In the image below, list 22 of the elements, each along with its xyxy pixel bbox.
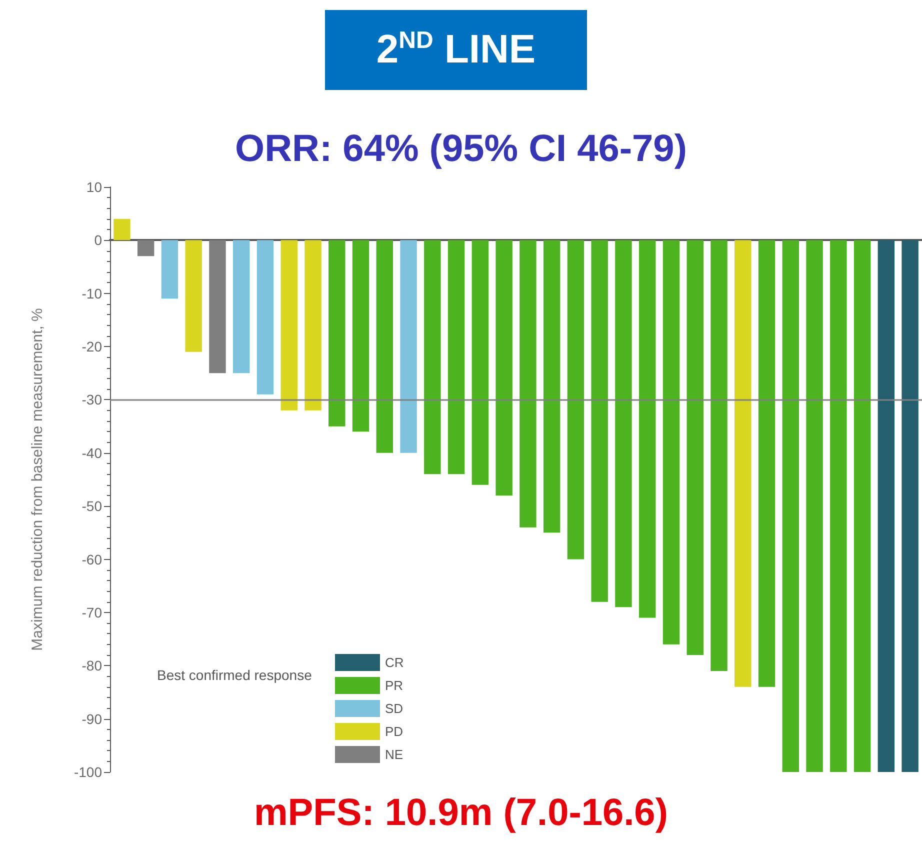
- legend-label: CR: [385, 655, 404, 670]
- y-tick-label: -50: [82, 498, 102, 514]
- y-tick-label: -60: [82, 551, 102, 568]
- y-tick-label: -40: [82, 444, 102, 461]
- y-tick-label: -90: [82, 710, 102, 727]
- y-tick-label: -80: [82, 658, 102, 674]
- y-tick-label: 0: [94, 232, 102, 248]
- chart-title: 2$^{ND}$ LINE: [376, 27, 536, 73]
- legend-label: NE: [385, 747, 404, 762]
- y-tick-label: -100: [74, 764, 102, 780]
- y-axis-title: Maximum reduction from baseline measurement, %: [29, 308, 46, 651]
- legend-label: PR: [385, 678, 404, 693]
- y-tick-label: -10: [82, 285, 102, 302]
- chart-subtitle: ORR: 64% (95% CI 46-79): [234, 128, 688, 171]
- y-tick-label: 10: [86, 179, 102, 195]
- legend-label: SD: [385, 701, 404, 716]
- legend-label: PD: [385, 724, 404, 739]
- text: mPFS: 10.9m (7.0-16.6): [253, 792, 669, 835]
- y-tick-label: -30: [82, 392, 102, 408]
- legend-title: Best confirmed response: [157, 667, 312, 683]
- y-tick-label: -70: [82, 604, 102, 620]
- y-tick-label: -20: [82, 338, 102, 355]
